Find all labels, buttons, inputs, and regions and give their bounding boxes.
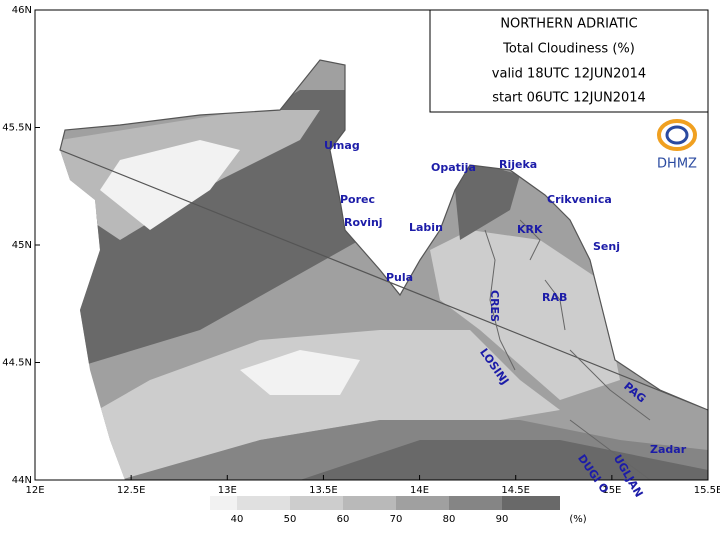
island-outline [544, 279, 566, 331]
field-band [455, 160, 520, 240]
place-label: Zadar [650, 443, 687, 456]
title-line: valid 18UTC 12JUN2014 [492, 67, 646, 82]
title-box [429, 9, 709, 113]
place-label: Senj [593, 240, 620, 253]
place-label: Crikvenica [547, 193, 612, 206]
logo-mark [657, 119, 697, 151]
legend-swatch [237, 496, 290, 510]
x-tick-label: 13E [218, 485, 237, 496]
place-label: Labin [409, 221, 443, 234]
field-band [100, 140, 240, 230]
x-tick-label: 13.5E [309, 485, 338, 496]
field-band [300, 440, 708, 480]
legend-swatch [396, 496, 449, 510]
legend-swatch [449, 496, 502, 510]
field-band [60, 90, 360, 380]
place-label: Porec [340, 193, 375, 206]
legend-label: 50 [284, 514, 297, 525]
y-tick-label: 44.5N [2, 358, 32, 369]
place-label: Opatija [431, 161, 476, 174]
x-tick-label: 14.5E [501, 485, 530, 496]
legend-label: 40 [231, 514, 244, 525]
place-label: Rijeka [499, 158, 537, 171]
y-tick-label: 45N [12, 240, 32, 251]
logo-text: DHMZ [657, 157, 697, 172]
legend-label: 60 [337, 514, 350, 525]
place-label: Pula [386, 271, 413, 284]
field-band [80, 330, 560, 480]
legend-swatch [210, 496, 237, 510]
place-label: RAB [542, 291, 567, 304]
field-band [240, 350, 360, 395]
x-tick-label: 12E [25, 485, 44, 496]
coastline [59, 59, 709, 411]
place-label: Rovinj [344, 216, 383, 229]
legend-unit: (%) [569, 514, 586, 525]
title-line: NORTHERN ADRIATIC [500, 17, 637, 32]
islands [484, 219, 651, 481]
logo: DHMZ [657, 119, 697, 172]
island-outline [569, 419, 651, 481]
island-outline [569, 349, 651, 421]
place-label: KRK [517, 223, 543, 236]
y-tick-label: 44N [12, 475, 32, 486]
place-label: Umag [324, 139, 360, 152]
place-label: CRES [488, 290, 501, 322]
y-tick-label: 46N [12, 5, 32, 16]
title-line: start 06UTC 12JUN2014 [492, 91, 646, 106]
legend-label: 80 [443, 514, 456, 525]
title-line: Total Cloudiness (%) [502, 42, 635, 57]
legend-label: 70 [390, 514, 403, 525]
island-outline [519, 219, 541, 261]
x-tick-label: 14E [410, 485, 429, 496]
x-tick-label: 12.5E [117, 485, 146, 496]
legend-label: 90 [496, 514, 509, 525]
x-tick-label: 15E [602, 485, 621, 496]
y-tick-label: 45.5N [2, 123, 32, 134]
field-band [430, 230, 620, 400]
legend-swatch [502, 496, 560, 510]
legend-swatch [343, 496, 396, 510]
island-outline [484, 229, 516, 371]
legend-swatch [290, 496, 343, 510]
logo-mark [665, 125, 689, 145]
x-tick-label: 15.5E [694, 485, 720, 496]
